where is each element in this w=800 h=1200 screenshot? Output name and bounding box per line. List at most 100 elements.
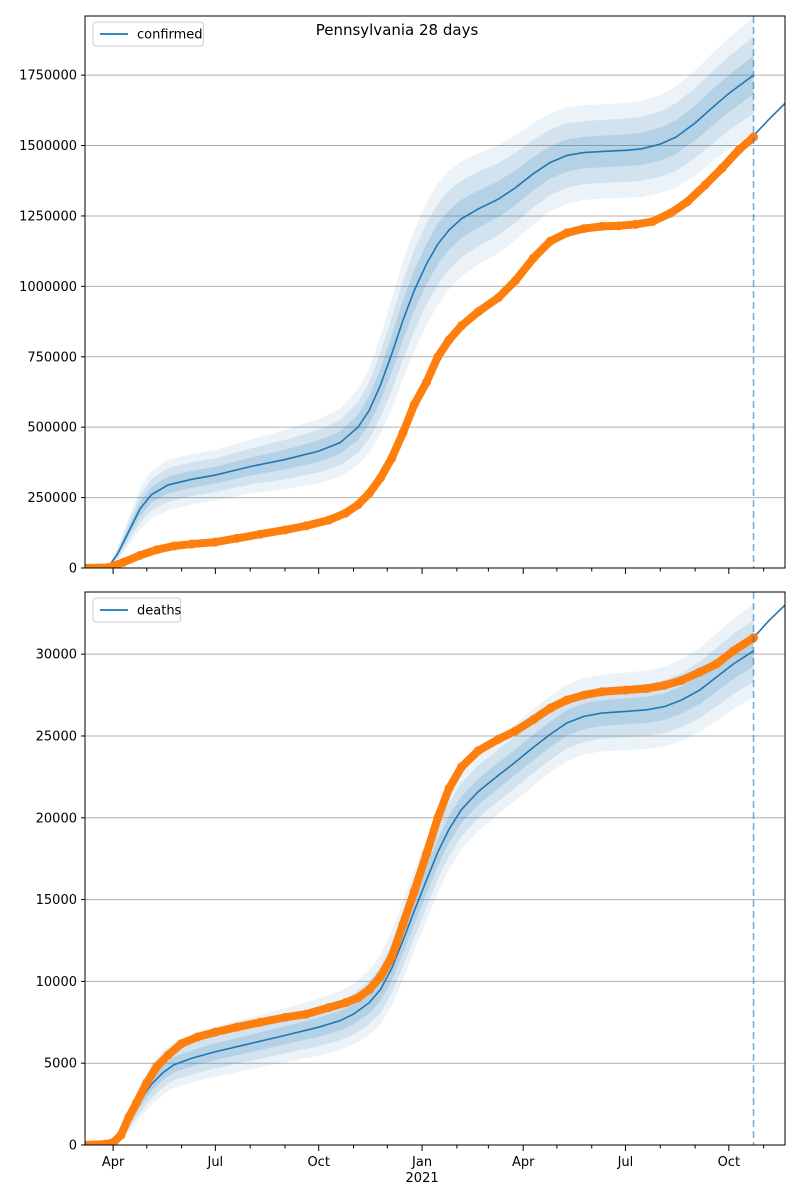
y-tick-label: 25000 xyxy=(36,729,77,744)
observed-point xyxy=(177,1039,187,1049)
observed-point xyxy=(353,500,363,510)
observed-point xyxy=(398,919,408,929)
legend-box xyxy=(92,21,204,47)
confidence-band xyxy=(85,635,754,1145)
observed-point xyxy=(124,1112,134,1122)
legend-label: confirmed xyxy=(137,28,203,43)
y-tick-label: 20000 xyxy=(36,811,77,826)
observed-point xyxy=(422,849,432,859)
observed-point xyxy=(597,687,607,697)
observed-point xyxy=(85,563,90,568)
observed-point xyxy=(152,1061,162,1071)
observed-point xyxy=(398,428,408,438)
y-tick-label: 1250000 xyxy=(19,209,77,224)
observed-point xyxy=(597,221,607,231)
observed-point xyxy=(473,746,483,756)
plot-area xyxy=(85,17,785,568)
observed-point xyxy=(387,453,397,463)
y-tick-label: 5000 xyxy=(44,1057,77,1072)
observed-point xyxy=(210,537,220,547)
observed-point xyxy=(364,488,374,498)
x-tick-label: Apr xyxy=(512,1155,535,1170)
observed-point xyxy=(301,521,311,531)
y-tick-label: 750000 xyxy=(27,350,77,365)
observed-point xyxy=(85,1140,90,1145)
y-tick-label: 0 xyxy=(69,1139,77,1154)
observed-point xyxy=(116,1130,126,1140)
observed-point xyxy=(728,646,738,656)
observed-point xyxy=(135,550,145,560)
observed-point xyxy=(456,321,466,331)
confidence-band xyxy=(85,36,754,568)
observed-point xyxy=(456,762,466,772)
y-tick-label: 1750000 xyxy=(19,69,77,84)
observed-point xyxy=(409,400,419,410)
x-tick-label: Jul xyxy=(206,1155,223,1170)
observed-point xyxy=(444,783,454,793)
observed-point xyxy=(152,545,162,555)
observed-point xyxy=(324,515,334,525)
observed-point xyxy=(695,667,705,677)
observed-point xyxy=(433,352,443,362)
observed-point xyxy=(341,998,351,1008)
observed-point xyxy=(163,1050,173,1060)
observed-point xyxy=(364,985,374,995)
observed-point xyxy=(528,715,538,725)
legend: confirmed xyxy=(92,21,204,47)
observed-point xyxy=(579,224,589,234)
plot-area xyxy=(85,604,785,1145)
y-tick-label: 10000 xyxy=(36,975,77,990)
observed-point xyxy=(142,1078,152,1088)
observed-point xyxy=(132,1097,142,1107)
observed-point xyxy=(510,276,520,286)
observed-point xyxy=(677,675,687,685)
observed-point xyxy=(280,525,290,535)
observed-point xyxy=(579,690,589,700)
observed-point xyxy=(324,1003,334,1013)
observed-point xyxy=(409,886,419,896)
y-tick-label: 1000000 xyxy=(19,280,77,295)
projection-line xyxy=(752,102,785,137)
observed-point xyxy=(422,377,432,387)
observed-point xyxy=(614,221,624,231)
observed-point xyxy=(734,145,744,155)
observed-point xyxy=(232,1022,242,1032)
observed-point xyxy=(169,541,179,551)
y-tick-label: 15000 xyxy=(36,893,77,908)
y-tick-label: 0 xyxy=(69,562,77,577)
legend: deaths xyxy=(92,597,182,623)
observed-point xyxy=(631,219,641,229)
observed-point xyxy=(620,685,630,695)
observed-point xyxy=(387,952,397,962)
x-tick-label: Apr xyxy=(102,1155,125,1170)
model-line xyxy=(85,650,754,1145)
projection-line xyxy=(752,604,785,639)
chart-title: Pennsylvania 28 days xyxy=(316,21,479,39)
legend-label: deaths xyxy=(137,604,182,619)
confirmed-panel: 0 250000 500000 750000 1000000 1250000 1500000… xyxy=(19,15,786,577)
observed-point xyxy=(473,307,483,317)
y-tick-label: 1500000 xyxy=(19,139,77,154)
observed-point xyxy=(444,335,454,345)
x-tick-label: Oct xyxy=(718,1155,740,1170)
observed-point xyxy=(660,680,670,690)
x-tick-label: Jul xyxy=(617,1155,634,1170)
observed-point xyxy=(647,217,657,227)
observed-point xyxy=(210,1027,220,1037)
observed-point xyxy=(528,253,538,263)
observed-point xyxy=(642,684,652,694)
observed-point xyxy=(341,508,351,518)
x-tick-label: Jan xyxy=(411,1155,432,1170)
observed-point xyxy=(255,529,265,539)
observed-point xyxy=(493,734,503,744)
observed-point xyxy=(665,208,675,218)
observed-point xyxy=(545,236,555,246)
y-tick-label: 250000 xyxy=(27,491,77,506)
observed-point xyxy=(562,228,572,238)
observed-point xyxy=(433,813,443,823)
x-year-label: 2021 xyxy=(406,1171,439,1186)
observed-point xyxy=(192,1032,202,1042)
y-tick-label: 500000 xyxy=(27,421,77,436)
deaths-panel: 0 5000 10000 15000 20000 25000 30000 Apr Jul Oct J… xyxy=(36,591,786,1186)
confidence-band xyxy=(85,17,754,568)
